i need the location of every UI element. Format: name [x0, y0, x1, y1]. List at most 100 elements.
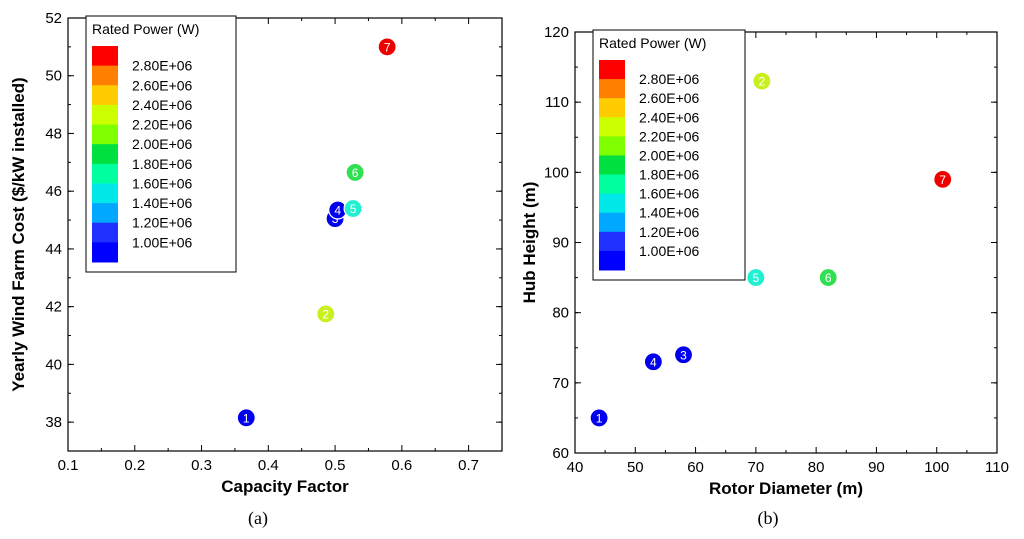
legend-swatch — [599, 231, 625, 252]
x-tick-label: 0.3 — [191, 457, 212, 474]
data-point-7: 7 — [377, 37, 397, 57]
y-tick-label: 38 — [45, 414, 62, 431]
data-point-marker — [643, 352, 663, 372]
y-tick-label: 40 — [45, 356, 62, 373]
x-axis-label: Capacity Factor — [221, 477, 349, 496]
data-point-2: 2 — [752, 71, 772, 91]
subfigure-label: (a) — [248, 508, 268, 529]
legend-entry: 2.40E+06 — [639, 109, 700, 125]
legend-title: Rated Power (W) — [599, 35, 706, 51]
legend-entry: 1.40E+06 — [639, 205, 700, 221]
legend-entry: 1.20E+06 — [132, 215, 193, 231]
legend-swatch — [599, 174, 625, 195]
data-point-marker — [343, 198, 363, 219]
data-point-label: 3 — [680, 348, 687, 362]
legend-entry: 1.80E+06 — [639, 167, 700, 183]
data-point-label: 6 — [825, 271, 832, 285]
x-tick-label: 0.2 — [124, 457, 145, 474]
legend: Rated Power (W) 2.80E+06 2.60E+06 2.40E+06 2… — [85, 15, 237, 273]
data-point-marker — [377, 37, 397, 57]
data-point-marker — [673, 345, 694, 365]
x-tick-label: 100 — [924, 459, 949, 476]
data-point-label: 5 — [350, 202, 357, 216]
x-tick-label: 0.1 — [58, 457, 79, 474]
legend-swatch — [92, 163, 118, 184]
legend-entry: 2.00E+06 — [132, 136, 193, 152]
data-point-7: 7 — [933, 169, 953, 189]
y-tick-label: 60 — [552, 445, 569, 462]
y-tick-label: 52 — [45, 10, 62, 27]
legend-swatch — [599, 212, 625, 233]
data-point-4: 4 — [643, 352, 663, 372]
y-axis-label: Yearly Wind Farm Cost ($/kW installed) — [9, 77, 28, 391]
legend-swatch — [599, 250, 625, 271]
y-axis-label: Hub Height (m) — [520, 182, 539, 304]
legend-entry: 2.20E+06 — [639, 128, 700, 144]
legend-swatch — [92, 144, 118, 165]
x-axis-label: Rotor Diameter (m) — [709, 479, 863, 498]
legend-entry: 1.40E+06 — [132, 195, 193, 211]
legend-swatch — [92, 242, 118, 263]
y-tick-label: 42 — [45, 299, 62, 316]
y-tick-label: 100 — [544, 164, 569, 181]
data-point-label: 2 — [322, 307, 329, 321]
data-point-label: 2 — [759, 75, 766, 89]
data-point-label: 6 — [352, 166, 359, 180]
y-tick-label: 110 — [545, 94, 569, 111]
legend-swatch — [92, 104, 118, 126]
x-tick-label: 110 — [985, 459, 1009, 476]
y-tick-label: 46 — [45, 183, 62, 200]
data-point-3: 3 — [673, 345, 694, 365]
x-tick-label: 50 — [627, 459, 644, 476]
data-point-label: 7 — [939, 173, 946, 187]
data-point-marker — [589, 408, 609, 428]
x-tick-label: 0.7 — [458, 457, 479, 474]
x-tick-label: 90 — [868, 459, 885, 476]
x-tick-label: 80 — [808, 459, 825, 476]
x-tick-label: 40 — [567, 459, 584, 476]
legend-swatch — [599, 117, 625, 137]
legend-swatch — [92, 183, 118, 204]
x-tick-label: 0.6 — [391, 457, 412, 474]
data-point-6: 6 — [345, 162, 365, 183]
chart-panel-b: 40 50 60 70 80 90 100 110 60 70 80 90 100 110 120 Rotor… — [520, 24, 1009, 529]
chart-panel-a: 0.1 0.2 0.3 0.4 0.5 0.6 0.73840424446485052Cap… — [9, 10, 503, 529]
data-point-marker — [345, 162, 365, 183]
legend: Rated Power (W) 2.80E+06 2.60E+06 2.40E+06 2… — [592, 29, 746, 281]
y-tick-label: 48 — [45, 125, 62, 142]
legend-entry: 2.40E+06 — [132, 97, 193, 113]
y-tick-label: 90 — [552, 235, 569, 252]
data-point-2: 2 — [316, 304, 336, 324]
subfigure-label: (b) — [758, 508, 779, 529]
legend-swatch — [599, 193, 625, 214]
data-point-marker — [316, 304, 336, 324]
data-point-5: 5 — [343, 198, 363, 219]
data-point-label: 1 — [596, 411, 603, 425]
y-tick-label: 120 — [544, 24, 569, 41]
data-point-marker — [818, 267, 838, 288]
legend-entry: 2.20E+06 — [132, 117, 193, 133]
plot-frame — [67, 17, 503, 452]
x-tick-label: 0.5 — [325, 457, 346, 474]
legend-entry: 2.80E+06 — [639, 71, 700, 87]
legend-swatch — [92, 222, 118, 243]
x-tick-label: 70 — [748, 459, 765, 476]
data-point-marker — [933, 169, 953, 189]
legend-swatch — [92, 124, 118, 145]
legend-entry: 1.80E+06 — [132, 156, 193, 172]
data-point-6: 6 — [818, 267, 838, 288]
legend-swatch — [599, 60, 625, 80]
data-point-marker — [752, 71, 772, 91]
y-tick-label: 50 — [45, 68, 62, 85]
data-point-marker — [236, 408, 256, 428]
legend-entry: 1.60E+06 — [132, 175, 193, 191]
legend-swatch — [599, 155, 625, 176]
x-tick-label: 0.4 — [258, 457, 279, 474]
legend-swatch — [599, 79, 625, 99]
y-tick-label: 44 — [45, 241, 62, 258]
data-point-marker — [746, 267, 766, 288]
legend-swatch — [599, 136, 625, 156]
legend-swatch — [599, 98, 625, 118]
data-point-1: 1 — [589, 408, 609, 428]
legend-entry: 1.20E+06 — [639, 224, 700, 240]
